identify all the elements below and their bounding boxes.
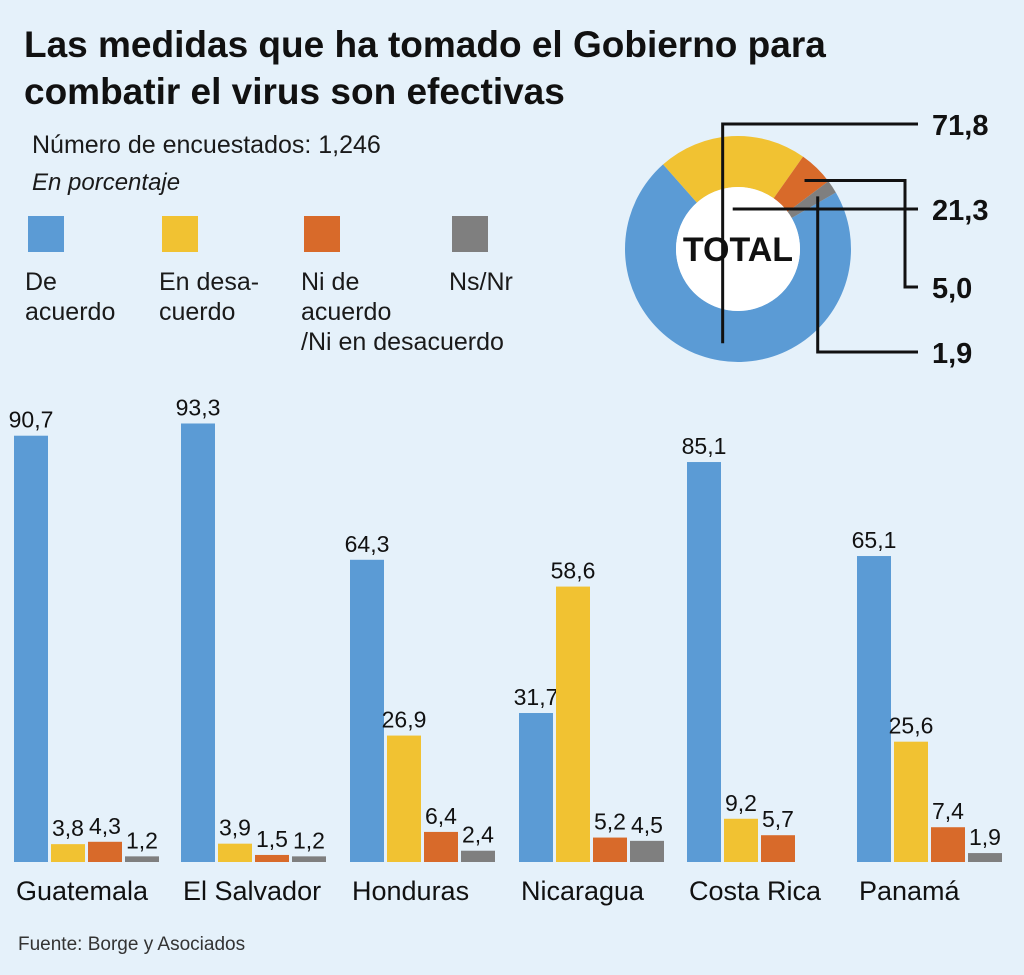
bar-label-2-2: 6,4 [425, 803, 457, 829]
bar-3-2 [593, 837, 627, 862]
bar-label-5-2: 7,4 [932, 798, 964, 824]
bar-label-1-2: 1,5 [256, 826, 288, 852]
bar-4-2 [761, 835, 795, 862]
bar-1-2 [255, 854, 289, 862]
legend-label-0-0: De [25, 268, 57, 296]
bar-2-0 [350, 559, 384, 862]
legend-label-0-1: acuerdo [25, 298, 115, 326]
bar-label-1-1: 3,9 [219, 815, 251, 841]
legend-swatch-2 [304, 216, 340, 252]
bar-label-3-2: 5,2 [594, 809, 626, 835]
bar-5-3 [968, 853, 1002, 862]
bar-2-1 [387, 735, 421, 862]
bar-label-0-2: 4,3 [89, 813, 121, 839]
bar-label-2-3: 2,4 [462, 822, 494, 848]
bar-5-0 [857, 556, 891, 862]
donut-value-3: 1,9 [932, 338, 972, 370]
legend-label-2-2: /Ni en desacuerdo [301, 328, 504, 356]
bar-0-0 [14, 435, 48, 862]
bar-label-4-2: 5,7 [762, 806, 794, 832]
category-label-0: Guatemala [16, 876, 149, 906]
donut-center-label: TOTAL [683, 231, 793, 269]
bar-label-5-0: 65,1 [852, 527, 897, 553]
legend-swatch-0 [28, 216, 64, 252]
bar-4-0 [687, 462, 721, 862]
donut-leader-3 [816, 196, 918, 354]
bar-5-1 [894, 741, 928, 862]
bar-label-4-0: 85,1 [682, 433, 727, 459]
legend-label-2-1: acuerdo [301, 298, 391, 326]
bar-1-0 [181, 423, 215, 862]
bar-2-2 [424, 831, 458, 862]
bar-0-1 [51, 844, 85, 862]
legend-swatch-3 [452, 216, 488, 252]
bar-label-1-3: 1,2 [293, 827, 325, 853]
donut-value-1: 21,3 [932, 195, 988, 227]
respondents-count: Número de encuestados: 1,246 [32, 131, 381, 159]
bar-label-3-0: 31,7 [514, 684, 559, 710]
bar-4-1 [724, 818, 758, 862]
bar-2-3 [461, 850, 495, 862]
bar-label-0-3: 1,2 [126, 827, 158, 853]
chart-title-line-1: Las medidas que ha tomado el Gobierno pa… [24, 24, 826, 65]
bar-3-0 [519, 713, 553, 862]
bar-label-3-1: 58,6 [551, 558, 596, 584]
legend-label-1-1: cuerdo [159, 298, 235, 326]
donut-slice-1 [663, 136, 804, 203]
category-label-5: Panamá [859, 876, 961, 906]
donut-leader-2 [804, 178, 918, 289]
category-label-2: Honduras [352, 876, 469, 906]
bar-label-0-1: 3,8 [52, 815, 84, 841]
unit-note: En porcentaje [32, 169, 180, 196]
bar-1-1 [218, 843, 252, 862]
bar-label-2-0: 64,3 [345, 531, 390, 557]
bar-label-1-0: 93,3 [176, 394, 221, 420]
legend-label-3-0: Ns/Nr [449, 268, 513, 296]
donut-value-0: 71,8 [932, 110, 988, 142]
donut-leader-0 [721, 122, 918, 344]
bar-0-2 [88, 841, 122, 862]
donut-hole [676, 187, 800, 311]
bar-label-5-1: 25,6 [889, 713, 934, 739]
bar-0-3 [125, 856, 159, 862]
bar-label-2-1: 26,9 [382, 707, 427, 733]
source-note: Fuente: Borge y Asociados [18, 934, 245, 955]
bar-1-3 [292, 856, 326, 862]
bar-3-1 [556, 586, 590, 862]
legend-swatch-1 [162, 216, 198, 252]
donut-chart: TOTAL 71,8 21,3 5,0 1,9 [625, 110, 988, 370]
category-label-1: El Salvador [183, 876, 321, 906]
bar-3-3 [630, 840, 664, 862]
donut-slice-0 [625, 164, 851, 362]
bar-label-0-0: 90,7 [9, 407, 54, 433]
bar-label-3-3: 4,5 [631, 812, 663, 838]
legend-label-1-0: En desa- [159, 268, 259, 296]
category-label-3: Nicaragua [521, 876, 645, 906]
bar-5-2 [931, 827, 965, 862]
donut-slice-2 [773, 156, 829, 212]
category-label-4: Costa Rica [689, 876, 822, 906]
donut-value-2: 5,0 [932, 273, 972, 305]
bar-label-4-1: 9,2 [725, 790, 757, 816]
legend-label-2-0: Ni de [301, 268, 359, 296]
bar-label-5-3: 1,9 [969, 824, 1001, 850]
chart-title-line-2: combatir el virus son efectivas [24, 71, 565, 112]
